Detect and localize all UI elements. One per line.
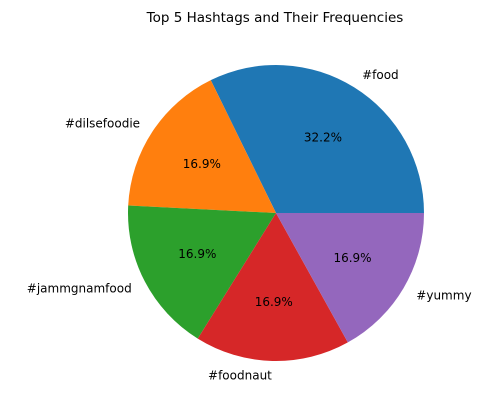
slice-label-jammgnamfood: #jammgnamfood — [27, 281, 132, 295]
pie-slice-foodnaut — [197, 213, 348, 361]
slice-labels: #food #dilsefoodie #jammgnamfood #foodnaut #… — [27, 68, 472, 383]
pie-slice-jammgnamfood — [128, 205, 276, 339]
slice-label-foodnaut: #foodnaut — [208, 369, 272, 383]
slice-label-food: #food — [362, 68, 399, 82]
slice-label-yummy: #yummy — [416, 289, 471, 303]
pie-slices — [128, 65, 424, 361]
percent-label-food: 32.2% — [304, 131, 342, 145]
percent-labels: 32.2% 16.9% 16.9% 16.9% 16.9% — [178, 131, 371, 309]
pie-slice-yummy — [276, 213, 424, 343]
pie-slice-dilsefoodie — [128, 80, 276, 213]
percent-label-foodnaut: 16.9% — [255, 295, 293, 309]
pie-slice-food — [210, 65, 424, 213]
slice-label-dilsefoodie: #dilsefoodie — [65, 116, 140, 130]
percent-label-dilsefoodie: 16.9% — [183, 157, 221, 171]
percent-label-jammgnamfood: 16.9% — [178, 247, 216, 261]
percent-label-yummy: 16.9% — [333, 251, 371, 265]
chart-title: Top 5 Hashtags and Their Frequencies — [146, 10, 404, 26]
